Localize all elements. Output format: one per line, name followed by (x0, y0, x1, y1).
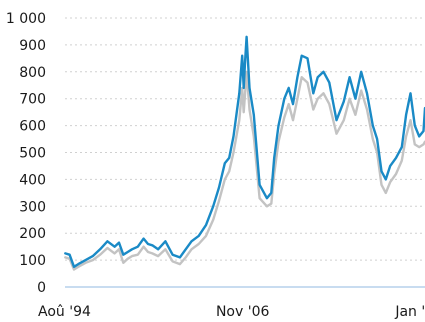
x-axis: Aoû '94 Nov '06 Jan '19 (38, 304, 425, 320)
y-tick-label: 600 (19, 119, 46, 135)
y-tick-label: 100 (19, 253, 46, 269)
series-line-grey (64, 70, 425, 271)
x-tick-label: Nov '06 (216, 304, 270, 320)
y-tick-label: 700 (19, 92, 46, 108)
x-tick-label: Jan '19 (394, 304, 425, 320)
y-tick-label: 400 (19, 172, 46, 188)
y-tick-label: 1 000 (6, 11, 46, 27)
series-line-blue (64, 35, 425, 268)
x-tick-label: Aoû '94 (38, 304, 91, 320)
y-tick-label: 200 (19, 226, 46, 242)
y-tick-label: 0 (37, 280, 46, 296)
y-tick-label: 300 (19, 199, 46, 215)
y-tick-label: 800 (19, 65, 46, 81)
y-axis: 0 100 200 300 400 500 600 700 800 900 1 000 (6, 11, 46, 296)
y-tick-label: 500 (19, 146, 46, 162)
series-lines (64, 35, 425, 271)
y-tick-label: 900 (19, 38, 46, 54)
